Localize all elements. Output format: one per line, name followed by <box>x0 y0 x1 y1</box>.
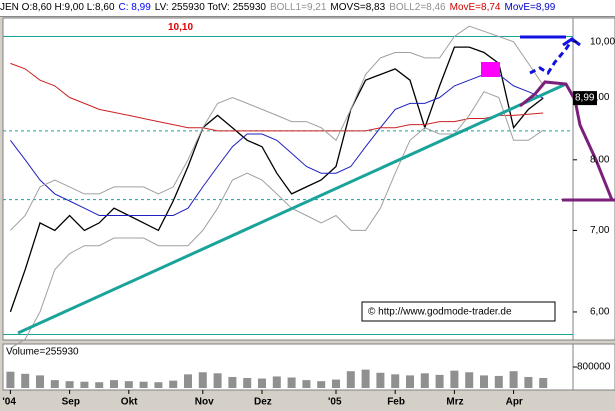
header-item: BOLL1=9,21 <box>269 2 327 13</box>
header-item: C: 8,99 <box>118 2 151 13</box>
volume-bar <box>435 374 444 388</box>
volume-bar <box>480 375 488 388</box>
trend-line <box>17 82 567 335</box>
volume-bar <box>391 374 400 388</box>
volume-bar <box>169 380 178 388</box>
y-tick-label: 6,00 <box>590 307 610 318</box>
y-tick-label: 8,00 <box>590 154 610 165</box>
volume-bar <box>243 378 252 388</box>
volume-bar <box>361 369 370 388</box>
header-item: MovE=8,74 <box>449 2 501 13</box>
volume-bar <box>287 377 296 388</box>
volume-bar <box>406 375 414 388</box>
x-tick-label: Nov <box>195 397 214 408</box>
x-tick-label: Apr <box>506 397 523 408</box>
volume-bar <box>6 371 15 388</box>
volume-bar <box>80 381 89 388</box>
series-line <box>9 46 544 313</box>
volume-bar <box>509 371 518 388</box>
volume-bar <box>154 382 163 388</box>
volume-bar <box>139 381 148 388</box>
volume-bar <box>465 372 474 388</box>
marker-box <box>481 62 500 77</box>
source-box <box>361 301 556 322</box>
header-item: LV: 255930 TotV: 255930 <box>154 2 266 13</box>
header-bar: JEN O:8,60 H:9,00 L:8,60 C: 8,99 LV: 25593… <box>0 0 615 17</box>
volume-bar <box>272 376 281 388</box>
x-tick-label: '04 <box>2 397 16 408</box>
last-price-label: 8,99 <box>575 93 595 104</box>
x-tick-label: Dez <box>254 397 272 408</box>
forecast-path <box>519 80 614 201</box>
header-item: MovE=8,99 <box>504 2 556 13</box>
volume-bar <box>539 378 548 388</box>
series-line <box>10 62 544 132</box>
source: © http://www.godmode-trader.de <box>368 307 512 318</box>
y-tick-label: 10,00 <box>590 36 615 47</box>
volume-bar <box>95 382 104 388</box>
plot <box>3 25 573 349</box>
header-item: MOVS=8,83 <box>330 2 386 13</box>
arrow-head <box>562 37 581 47</box>
volume-bar <box>110 380 118 388</box>
price-axis-panel <box>572 17 615 341</box>
level-label: 10,10 <box>168 22 193 33</box>
y-tick-label: 7,00 <box>590 225 610 236</box>
volume-bar <box>124 381 133 388</box>
volume-bar <box>21 373 30 388</box>
volume-bar <box>524 376 533 388</box>
x-tick-label: Okt <box>121 397 138 408</box>
volume-bar <box>420 373 429 388</box>
volume-bar <box>302 380 311 388</box>
volume-label: Volume=255930 <box>6 347 79 358</box>
volume-bar <box>376 372 385 388</box>
volume-tick-label: 800000 <box>577 362 611 373</box>
series-line <box>10 74 544 216</box>
last-price-box <box>573 91 597 106</box>
volume-bar <box>332 379 340 388</box>
volume-bar <box>213 373 222 388</box>
volume-bar <box>346 371 355 388</box>
volume-bar <box>317 381 326 388</box>
x-tick-label: Sep <box>62 397 80 408</box>
x-tick-label: Mrz <box>446 397 463 408</box>
volume-bar <box>258 378 266 388</box>
volume-bar <box>65 381 74 388</box>
volume-bar <box>36 375 44 388</box>
volume-bar <box>450 370 459 388</box>
x-tick-label: Feb <box>387 397 405 408</box>
volume-bar <box>198 372 207 388</box>
header-item: BOLL2=8,46 <box>389 2 446 13</box>
price-panel <box>2 17 574 341</box>
volume-bar <box>184 374 192 388</box>
forecast-up-path <box>529 39 574 76</box>
header-item: JEN O:8,60 H:9,00 L:8,60 <box>0 2 115 13</box>
series-line <box>10 25 544 231</box>
y-tick-label: 9,00 <box>590 92 610 103</box>
volume-bar <box>50 380 59 388</box>
volume-bar <box>228 376 237 388</box>
x-tick-label: '05 <box>328 397 342 408</box>
volume-bar <box>494 375 503 388</box>
